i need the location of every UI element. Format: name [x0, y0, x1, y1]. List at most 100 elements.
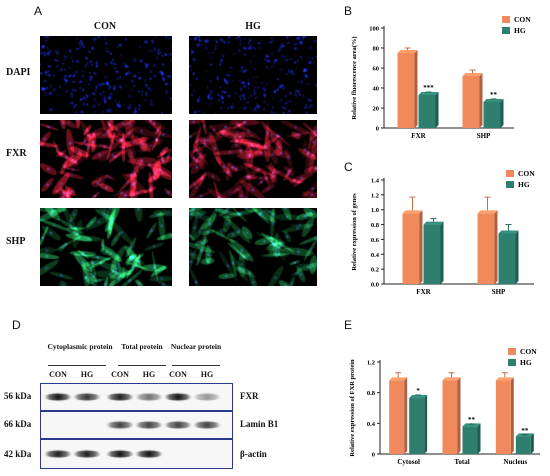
- micrograph-dapi-hg: [189, 36, 317, 114]
- column-label-hg: HG: [245, 21, 261, 32]
- bar-con-nucleus: [495, 380, 511, 454]
- bar-top: [462, 73, 483, 76]
- bar-hg-shp: [498, 233, 516, 284]
- group-underline-total: [118, 365, 166, 366]
- significance-marker: **: [490, 91, 498, 99]
- band-label-lamin-b1: Lamin B1: [240, 419, 279, 429]
- y-tick-label: 80: [373, 46, 380, 53]
- bar-side: [515, 230, 519, 284]
- row-label-fxr: FXR: [6, 148, 27, 159]
- y-tick-label: 0.2: [371, 267, 379, 274]
- y-tick-label: 0: [372, 452, 375, 459]
- legend-swatch: [502, 16, 510, 23]
- column-label-con: CON: [93, 21, 117, 32]
- legend-swatch: [506, 181, 514, 188]
- bar-top: [423, 221, 444, 225]
- legend-label: CON: [520, 347, 537, 356]
- group-underline-nuclear: [172, 365, 220, 366]
- y-tick-label: 1.2: [367, 360, 375, 367]
- bar-con-total: [442, 380, 458, 454]
- kda-label-fxr: 56 kDa: [4, 391, 32, 401]
- bar-side: [477, 423, 481, 454]
- chart-b-fluorescence: 0 20 40 60 80 100 Relative fluorescence area(%…: [351, 15, 531, 140]
- bar-side: [530, 433, 534, 454]
- y-tick-label: 0.4: [367, 421, 376, 428]
- bar-side: [510, 377, 514, 454]
- lane-label-4: HG: [142, 370, 156, 379]
- band-label-beta-actin: β-actin: [240, 449, 267, 459]
- legend-swatch: [502, 27, 510, 34]
- y-tick-label: 0: [376, 126, 379, 133]
- micrograph-shp-hg: [189, 208, 317, 286]
- bar-top: [483, 99, 504, 102]
- bar-side: [479, 73, 483, 128]
- y-tick-label: 60: [373, 66, 380, 73]
- bar-hg-fxr: [423, 224, 441, 284]
- category-label: FXR: [411, 132, 426, 140]
- panel-label-a: A: [34, 4, 43, 18]
- bar-con-fxr: [397, 53, 415, 128]
- category-label: SHP: [477, 132, 491, 140]
- bar-side: [500, 99, 504, 128]
- bar-hg-fxr: [418, 95, 436, 128]
- legend-label: CON: [514, 15, 531, 24]
- bar-side: [414, 50, 418, 128]
- panel-label-b: B: [344, 4, 353, 18]
- bar-side: [424, 395, 428, 454]
- y-tick-label: 0.0: [371, 282, 379, 289]
- bar-hg-nucleus: [515, 436, 531, 454]
- bar-side: [440, 221, 444, 284]
- micrograph-fxr-hg: [189, 120, 317, 198]
- lane-label-5: CON: [169, 370, 187, 379]
- legend-swatch: [508, 359, 516, 366]
- bar-top: [397, 50, 418, 53]
- bar-top: [462, 423, 481, 427]
- y-tick-label: 1.4: [371, 178, 380, 185]
- bar-hg-total: [462, 426, 478, 454]
- y-axis-label: Relative fluorescence area(%): [351, 36, 358, 119]
- lane-label-3: CON: [111, 370, 129, 379]
- y-axis-label: Relative expression of FXR protein: [349, 359, 356, 457]
- significance-marker: **: [521, 427, 529, 435]
- bar-hg-cytosol: [409, 398, 425, 454]
- significance-marker: **: [468, 416, 476, 424]
- bar-top: [495, 377, 514, 381]
- bar-con-shp: [462, 76, 480, 128]
- band-label-fxr: FXR: [240, 391, 259, 401]
- group-header-nuclear: Nuclear protein: [170, 342, 222, 351]
- chart-c-gene-expression: 0.0 0.2 0.4 0.6 0.8 1.0 1.2 1.4 Relative express…: [351, 169, 535, 296]
- group-header-cytoplasmic: Cytoplasmic protein: [47, 342, 113, 351]
- legend-label: HG: [518, 180, 530, 189]
- category-label: SHP: [492, 288, 506, 296]
- blot-strip-beta-actin: [40, 439, 233, 469]
- bar-top: [389, 377, 408, 381]
- bar-top: [409, 395, 428, 399]
- panel-label-e: E: [344, 318, 353, 332]
- bar-top: [418, 92, 439, 95]
- legend-label: HG: [514, 26, 526, 35]
- y-tick-label: 0.6: [371, 237, 380, 244]
- y-tick-label: 20: [373, 106, 380, 113]
- row-label-shp: SHP: [6, 236, 26, 247]
- chart-e-fxr-protein: 0 0.4 0.8 1.2 Relative expression of FXR pro…: [349, 347, 540, 466]
- legend-swatch: [506, 170, 514, 177]
- category-label: Nucleus: [503, 458, 527, 466]
- bar-top: [442, 377, 461, 381]
- lane-label-2: HG: [80, 370, 94, 379]
- lane-label-6: HG: [200, 370, 214, 379]
- lane-label-1: CON: [49, 370, 67, 379]
- category-label: Total: [454, 458, 469, 466]
- legend-label: HG: [520, 358, 532, 367]
- significance-marker: *: [416, 387, 420, 395]
- y-tick-label: 1.0: [371, 207, 379, 214]
- micrograph-shp-con: [40, 208, 172, 286]
- y-tick-label: 1.2: [371, 192, 379, 199]
- y-tick-label: 0.8: [367, 390, 376, 397]
- bar-side: [494, 210, 498, 284]
- category-label: FXR: [416, 288, 431, 296]
- group-underline-cytoplasmic: [48, 365, 106, 366]
- bar-side: [404, 377, 408, 454]
- y-tick-label: 0.4: [371, 252, 380, 259]
- kda-label-actin: 42 kDa: [4, 449, 32, 459]
- bar-con-fxr: [402, 213, 420, 284]
